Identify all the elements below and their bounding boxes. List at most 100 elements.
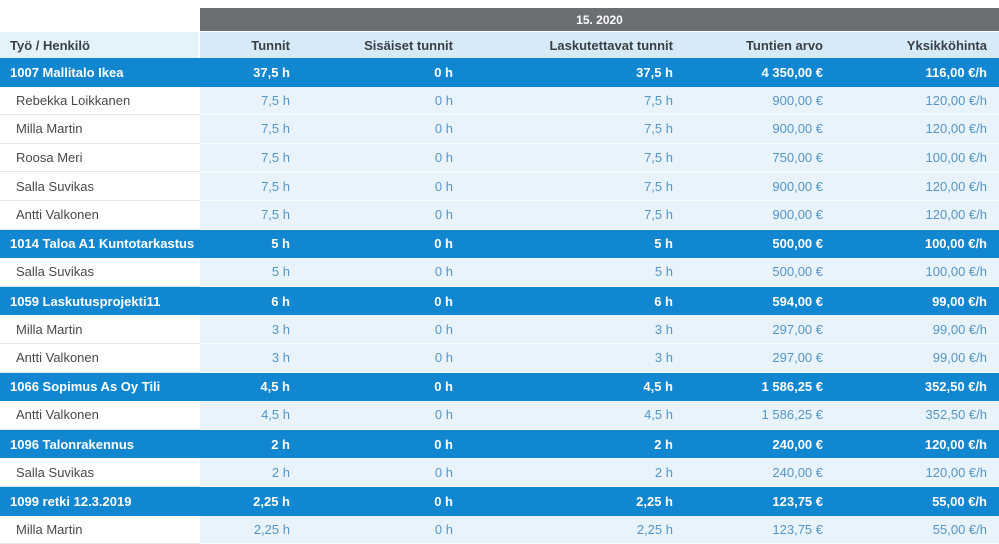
- member-value: 2 h: [200, 458, 302, 487]
- member-value: 750,00 €: [685, 143, 835, 173]
- project-total-value: 55,00 €/h: [835, 486, 999, 516]
- project-total-value: 2,25 h: [465, 486, 685, 516]
- member-value: 900,00 €: [685, 172, 835, 201]
- project-total-value: 594,00 €: [685, 286, 835, 316]
- column-header-tunnit[interactable]: Tunnit: [200, 32, 302, 58]
- member-value: 120,00 €/h: [835, 458, 999, 487]
- member-name: Salla Suvikas: [0, 172, 200, 201]
- member-value: 900,00 €: [685, 200, 835, 230]
- project-total-value: 123,75 €: [685, 486, 835, 516]
- period-label: 15. 2020: [576, 12, 623, 27]
- member-value: 0 h: [302, 515, 465, 544]
- project-total-value: 352,50 €/h: [835, 372, 999, 402]
- member-value: 7,5 h: [200, 172, 302, 201]
- member-value: 0 h: [302, 115, 465, 144]
- member-value: 2,25 h: [465, 515, 685, 544]
- column-header-tyo-henkilo[interactable]: Työ / Henkilö: [0, 32, 200, 58]
- member-value: 3 h: [200, 315, 302, 344]
- member-value: 7,5 h: [465, 86, 685, 116]
- project-total-value: 2,25 h: [200, 486, 302, 516]
- project-total-value: 240,00 €: [685, 429, 835, 459]
- project-name: 1059 Laskutusprojekti11: [0, 286, 200, 316]
- project-name: 1099 retki 12.3.2019: [0, 486, 200, 516]
- project-name: 1007 Mallitalo Ikea: [0, 58, 200, 87]
- project-total-value: 0 h: [302, 229, 465, 259]
- member-value: 297,00 €: [685, 343, 835, 373]
- member-name: Milla Martin: [0, 515, 200, 544]
- member-name: Roosa Meri: [0, 143, 200, 173]
- project-total-value: 0 h: [302, 58, 465, 87]
- top-spacer: [0, 0, 999, 8]
- member-value: 352,50 €/h: [835, 401, 999, 430]
- project-total-value: 0 h: [302, 429, 465, 459]
- member-value: 7,5 h: [200, 143, 302, 173]
- table-header-row: Työ / Henkilö Tunnit Sisäiset tunnit Las…: [0, 32, 999, 58]
- project-total-value: 37,5 h: [465, 58, 685, 87]
- project-total-value: 6 h: [200, 286, 302, 316]
- member-name: Milla Martin: [0, 115, 200, 144]
- member-value: 0 h: [302, 200, 465, 230]
- project-name: 1066 Sopimus As Oy Tili: [0, 372, 200, 402]
- member-name: Antti Valkonen: [0, 343, 200, 373]
- member-value: 55,00 €/h: [835, 515, 999, 544]
- member-name: Rebekka Loikkanen: [0, 86, 200, 116]
- member-value: 100,00 €/h: [835, 258, 999, 287]
- project-total-value: 4 350,00 €: [685, 58, 835, 87]
- member-value: 120,00 €/h: [835, 172, 999, 201]
- project-total-value: 99,00 €/h: [835, 286, 999, 316]
- project-total-value: 2 h: [200, 429, 302, 459]
- column-header-sisaiset-tunnit[interactable]: Sisäiset tunnit: [302, 32, 465, 58]
- member-value: 7,5 h: [465, 200, 685, 230]
- project-total-value: 0 h: [302, 486, 465, 516]
- column-header-yksikkohinta[interactable]: Yksikköhinta: [835, 32, 999, 58]
- column-header-tuntien-arvo[interactable]: Tuntien arvo: [685, 32, 835, 58]
- project-total-value: 0 h: [302, 286, 465, 316]
- project-total-value: 500,00 €: [685, 229, 835, 259]
- member-value: 0 h: [302, 401, 465, 430]
- member-value: 7,5 h: [200, 200, 302, 230]
- member-value: 7,5 h: [465, 172, 685, 201]
- member-value: 4,5 h: [465, 401, 685, 430]
- member-value: 5 h: [200, 258, 302, 287]
- project-total-value: 100,00 €/h: [835, 229, 999, 259]
- project-total-value: 120,00 €/h: [835, 429, 999, 459]
- member-value: 1 586,25 €: [685, 401, 835, 430]
- member-value: 2,25 h: [200, 515, 302, 544]
- member-value: 99,00 €/h: [835, 343, 999, 373]
- member-value: 7,5 h: [200, 115, 302, 144]
- member-value: 900,00 €: [685, 115, 835, 144]
- member-value: 297,00 €: [685, 315, 835, 344]
- column-header-laskutettavat-tunnit[interactable]: Laskutettavat tunnit: [465, 32, 685, 58]
- project-total-value: 4,5 h: [200, 372, 302, 402]
- project-total-value: 116,00 €/h: [835, 58, 999, 87]
- member-name: Milla Martin: [0, 315, 200, 344]
- member-value: 120,00 €/h: [835, 200, 999, 230]
- member-value: 120,00 €/h: [835, 115, 999, 144]
- member-value: 2 h: [465, 458, 685, 487]
- member-value: 3 h: [465, 315, 685, 344]
- project-total-value: 5 h: [465, 229, 685, 259]
- member-value: 4,5 h: [200, 401, 302, 430]
- project-total-value: 0 h: [302, 372, 465, 402]
- member-value: 3 h: [200, 343, 302, 373]
- member-value: 0 h: [302, 86, 465, 116]
- project-total-value: 37,5 h: [200, 58, 302, 87]
- member-value: 0 h: [302, 343, 465, 373]
- member-value: 99,00 €/h: [835, 315, 999, 344]
